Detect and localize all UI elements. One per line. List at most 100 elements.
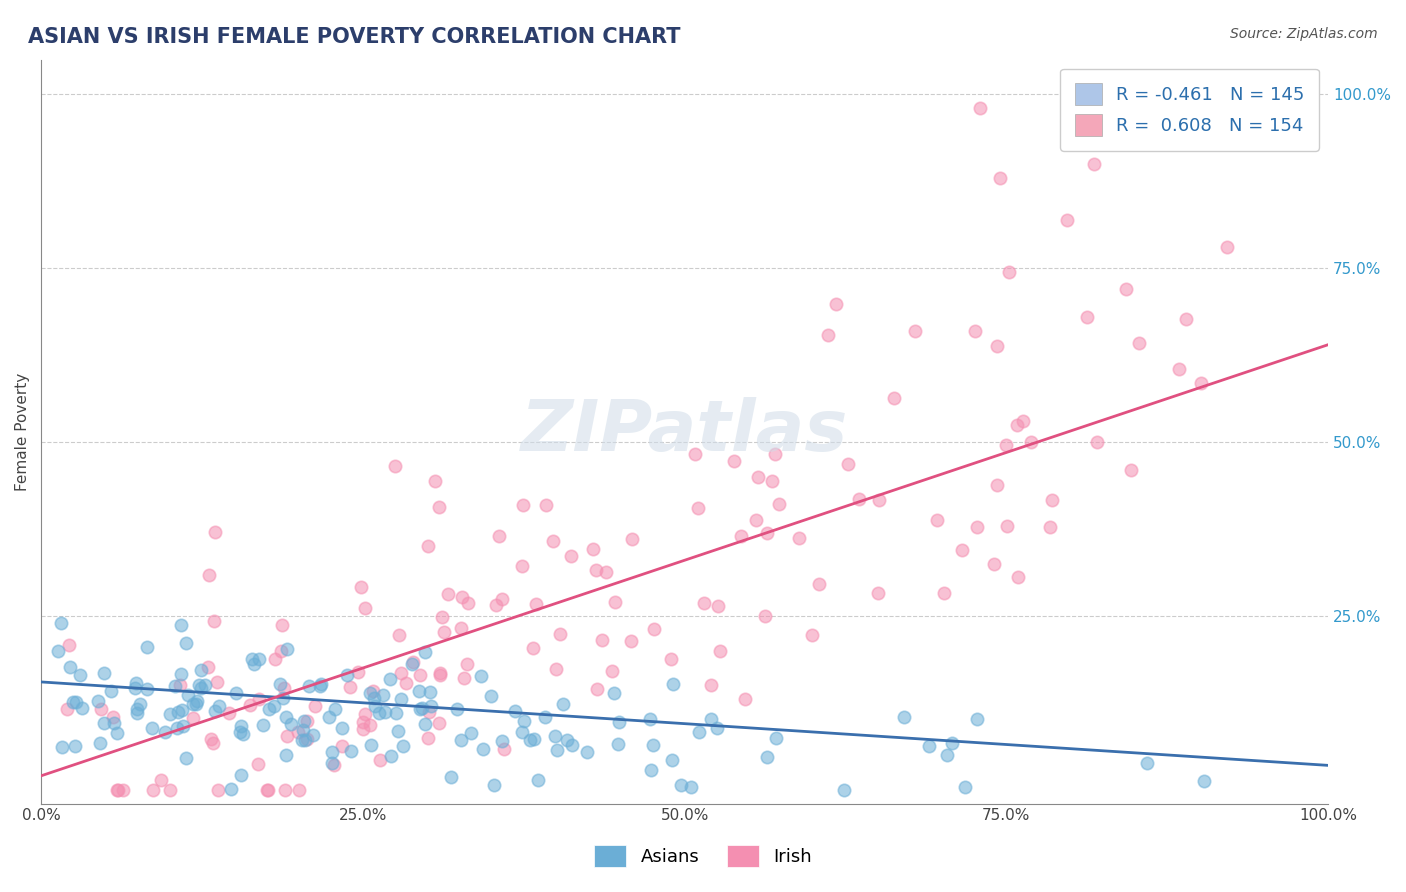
Point: [419, 698, 441, 713]
Point: [519, 733, 541, 747]
Point: [460, 726, 482, 740]
Point: [429, 668, 451, 682]
Point: [734, 692, 756, 706]
Point: [125, 676, 148, 690]
Point: [256, 782, 278, 797]
Point: [46, 644, 69, 658]
Point: [510, 725, 533, 739]
Point: [388, 628, 411, 642]
Point: [65, 695, 87, 709]
Point: [197, 660, 219, 674]
Point: [247, 651, 270, 665]
Point: [484, 598, 506, 612]
Point: [207, 675, 229, 690]
Point: [183, 697, 205, 711]
Point: [700, 678, 723, 692]
Point: [512, 559, 534, 574]
Point: [585, 563, 607, 577]
Point: [411, 701, 433, 715]
Point: [1011, 414, 1033, 428]
Point: [276, 642, 298, 657]
Point: [1083, 157, 1105, 171]
Point: [607, 715, 630, 730]
Point: [491, 592, 513, 607]
Point: [433, 624, 456, 639]
Point: [174, 636, 197, 650]
Point: [350, 580, 373, 594]
Point: [384, 459, 406, 474]
Point: [163, 679, 186, 693]
Point: [395, 676, 418, 690]
Point: [69, 668, 91, 682]
Point: [111, 782, 134, 797]
Point: [1189, 376, 1212, 390]
Point: [541, 533, 564, 548]
Point: [607, 737, 630, 751]
Point: [374, 706, 396, 720]
Point: [1076, 310, 1098, 324]
Point: [273, 782, 295, 797]
Point: [370, 753, 392, 767]
Point: [1257, 122, 1279, 136]
Point: [62, 695, 84, 709]
Point: [190, 681, 212, 695]
Point: [340, 744, 363, 758]
Point: [231, 767, 253, 781]
Point: [198, 568, 221, 582]
Point: [595, 566, 617, 580]
Point: [273, 681, 295, 696]
Point: [280, 716, 302, 731]
Point: [561, 739, 583, 753]
Point: [546, 661, 568, 675]
Point: [963, 324, 986, 338]
Point: [142, 782, 165, 797]
Point: [101, 710, 124, 724]
Point: [603, 686, 626, 700]
Point: [228, 725, 250, 739]
Point: [620, 634, 643, 648]
Point: [1085, 435, 1108, 450]
Point: [309, 677, 332, 691]
Point: [63, 739, 86, 754]
Point: [427, 500, 450, 514]
Point: [361, 684, 384, 698]
Point: [941, 736, 963, 750]
Point: [527, 773, 550, 788]
Point: [298, 679, 321, 693]
Point: [100, 684, 122, 698]
Point: [207, 782, 229, 797]
Point: [1019, 434, 1042, 449]
Point: [155, 725, 177, 739]
Point: [429, 666, 451, 681]
Point: [302, 728, 325, 742]
Point: [177, 688, 200, 702]
Point: [585, 681, 607, 696]
Point: [893, 710, 915, 724]
Point: [322, 757, 344, 772]
Point: [817, 328, 839, 343]
Point: [523, 732, 546, 747]
Point: [470, 669, 492, 683]
Point: [128, 697, 150, 711]
Point: [353, 601, 375, 615]
Point: [174, 751, 197, 765]
Point: [308, 679, 330, 693]
Point: [699, 712, 721, 726]
Point: [1115, 282, 1137, 296]
Point: [51, 739, 73, 754]
Point: [359, 718, 381, 732]
Point: [276, 747, 298, 762]
Point: [352, 715, 374, 730]
Point: [219, 782, 242, 797]
Point: [450, 733, 472, 747]
Point: [688, 724, 710, 739]
Point: [389, 692, 412, 706]
Point: [723, 454, 745, 468]
Point: [49, 615, 72, 630]
Point: [681, 780, 703, 794]
Point: [269, 677, 291, 691]
Point: [360, 739, 382, 753]
Point: [576, 745, 599, 759]
Point: [1005, 418, 1028, 433]
Point: [330, 739, 353, 753]
